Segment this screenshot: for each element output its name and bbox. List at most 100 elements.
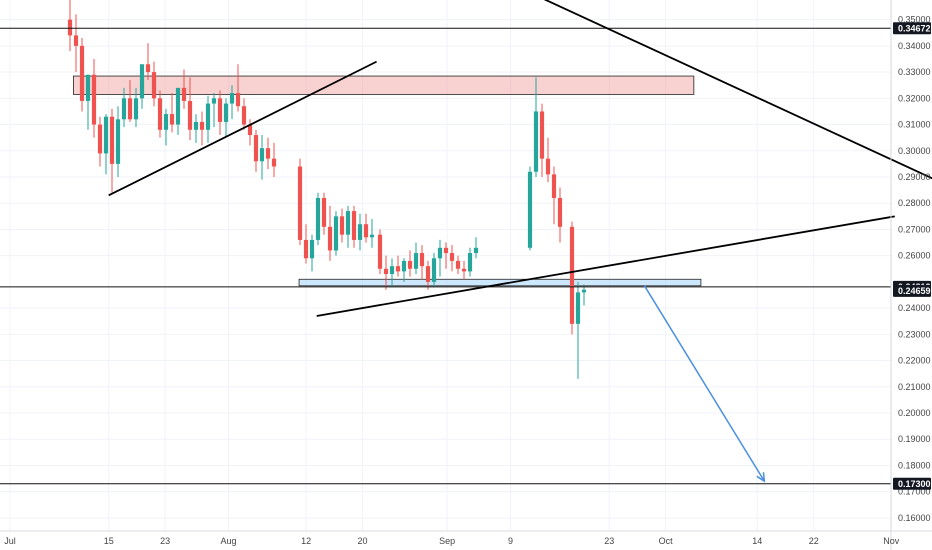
- time-tick-label: 23: [604, 536, 614, 546]
- price-tag-label: 0.17300: [898, 479, 931, 489]
- price-tag: [893, 477, 931, 490]
- candle-body: [533, 111, 539, 172]
- candle-body: [389, 266, 395, 275]
- candle-body: [357, 224, 363, 240]
- candle-body: [121, 98, 127, 120]
- candle-body: [115, 119, 121, 164]
- candle-body: [449, 253, 455, 261]
- candle-body: [339, 216, 345, 235]
- projection-arrow-line: [643, 285, 765, 482]
- time-tick-label: 15: [104, 536, 114, 546]
- time-tick-label: 23: [160, 536, 170, 546]
- candle-body: [91, 74, 97, 125]
- rising-trendline-left: [108, 60, 378, 197]
- candle-body: [351, 211, 357, 240]
- price-tick-label: 0.19000: [898, 434, 931, 444]
- candle-body: [303, 239, 309, 259]
- candles: [67, 0, 587, 379]
- trend-lines: [108, 0, 932, 317]
- time-tick-label: 12: [301, 536, 311, 546]
- candle-body: [545, 158, 551, 175]
- candle-body: [139, 64, 145, 99]
- candle-body: [363, 224, 369, 238]
- candle-body: [327, 226, 333, 251]
- candle-body: [85, 74, 91, 101]
- candle-body: [473, 247, 479, 254]
- price-tick-label: 0.24000: [898, 303, 931, 313]
- candle-body: [127, 98, 133, 120]
- candle-body: [575, 292, 581, 324]
- candle-body: [109, 116, 115, 164]
- candle-body: [383, 268, 389, 275]
- candle-body: [581, 289, 587, 293]
- price-tick-label: 0.34000: [898, 41, 931, 51]
- price-tick-label: 0.32000: [898, 93, 931, 103]
- candle-body: [181, 87, 187, 101]
- candle-body: [241, 106, 247, 125]
- time-tick-label: Sep: [439, 536, 455, 546]
- candle-body: [395, 266, 401, 272]
- candle-body: [309, 239, 315, 259]
- candle-body: [67, 19, 73, 36]
- projection-arrow: [643, 285, 766, 483]
- price-tick-label: 0.30000: [898, 146, 931, 156]
- price-tick-label: 0.28000: [898, 198, 931, 208]
- price-axis: 0.35000 0.34000 0.33000 0.32000 0.31000 0.300…: [898, 15, 931, 523]
- candle-body: [401, 260, 407, 272]
- price-tick-label: 0.22000: [898, 356, 931, 366]
- candle-body: [253, 135, 259, 162]
- candle-body: [205, 103, 211, 130]
- candle-body: [551, 174, 557, 198]
- price-tick-label: 0.31000: [898, 120, 931, 130]
- candle-body: [431, 258, 437, 282]
- candle-body: [199, 121, 205, 130]
- candle-body: [437, 247, 443, 259]
- time-tick-label: 22: [809, 536, 819, 546]
- candle-body: [443, 247, 449, 254]
- candle-body: [259, 148, 265, 162]
- grid-lines: [0, 0, 892, 531]
- candle-body: [223, 103, 229, 122]
- price-tick-label: 0.27000: [898, 224, 931, 234]
- rising-trendline-main: [316, 215, 895, 317]
- resistance-zone: [73, 75, 695, 95]
- candle-body: [569, 226, 575, 324]
- price-tick-label: 0.21000: [898, 382, 931, 392]
- support-zone: [298, 278, 702, 287]
- price-tag: [893, 22, 931, 35]
- candle-body: [333, 216, 339, 251]
- candle-body: [163, 114, 169, 130]
- price-tick-label: 0.26000: [898, 251, 931, 261]
- candle-body: [455, 260, 461, 269]
- projection-arrow-head: [756, 472, 766, 483]
- price-tag-label: 0.24659: [898, 286, 931, 296]
- candle-body: [369, 234, 375, 238]
- candle-body: [557, 197, 563, 227]
- candle-body: [271, 158, 277, 167]
- candle-body: [211, 98, 217, 104]
- candle-body: [425, 266, 431, 282]
- zones: [73, 75, 702, 287]
- candle-body: [467, 253, 473, 272]
- price-tick-label: 0.23000: [898, 329, 931, 339]
- candle-body: [73, 35, 79, 46]
- candle-body: [527, 171, 533, 248]
- time-tick-label: Aug: [221, 536, 237, 546]
- candle-body: [79, 45, 85, 101]
- price-tag: [893, 284, 931, 297]
- candle-body: [419, 253, 425, 267]
- price-tick-label: 0.18000: [898, 460, 931, 470]
- candle-body: [217, 98, 223, 122]
- candle-body: [247, 124, 253, 136]
- candle-body: [157, 98, 163, 130]
- horizontal-levels: [0, 27, 891, 485]
- candle-body: [145, 64, 151, 73]
- price-tick-label: 0.16000: [898, 513, 931, 523]
- candle-body: [175, 87, 181, 125]
- candle-body: [169, 114, 175, 125]
- candle-body: [315, 197, 321, 240]
- candle-body: [297, 166, 303, 240]
- price-tick-label: 0.20000: [898, 408, 931, 418]
- candle-body: [151, 72, 157, 99]
